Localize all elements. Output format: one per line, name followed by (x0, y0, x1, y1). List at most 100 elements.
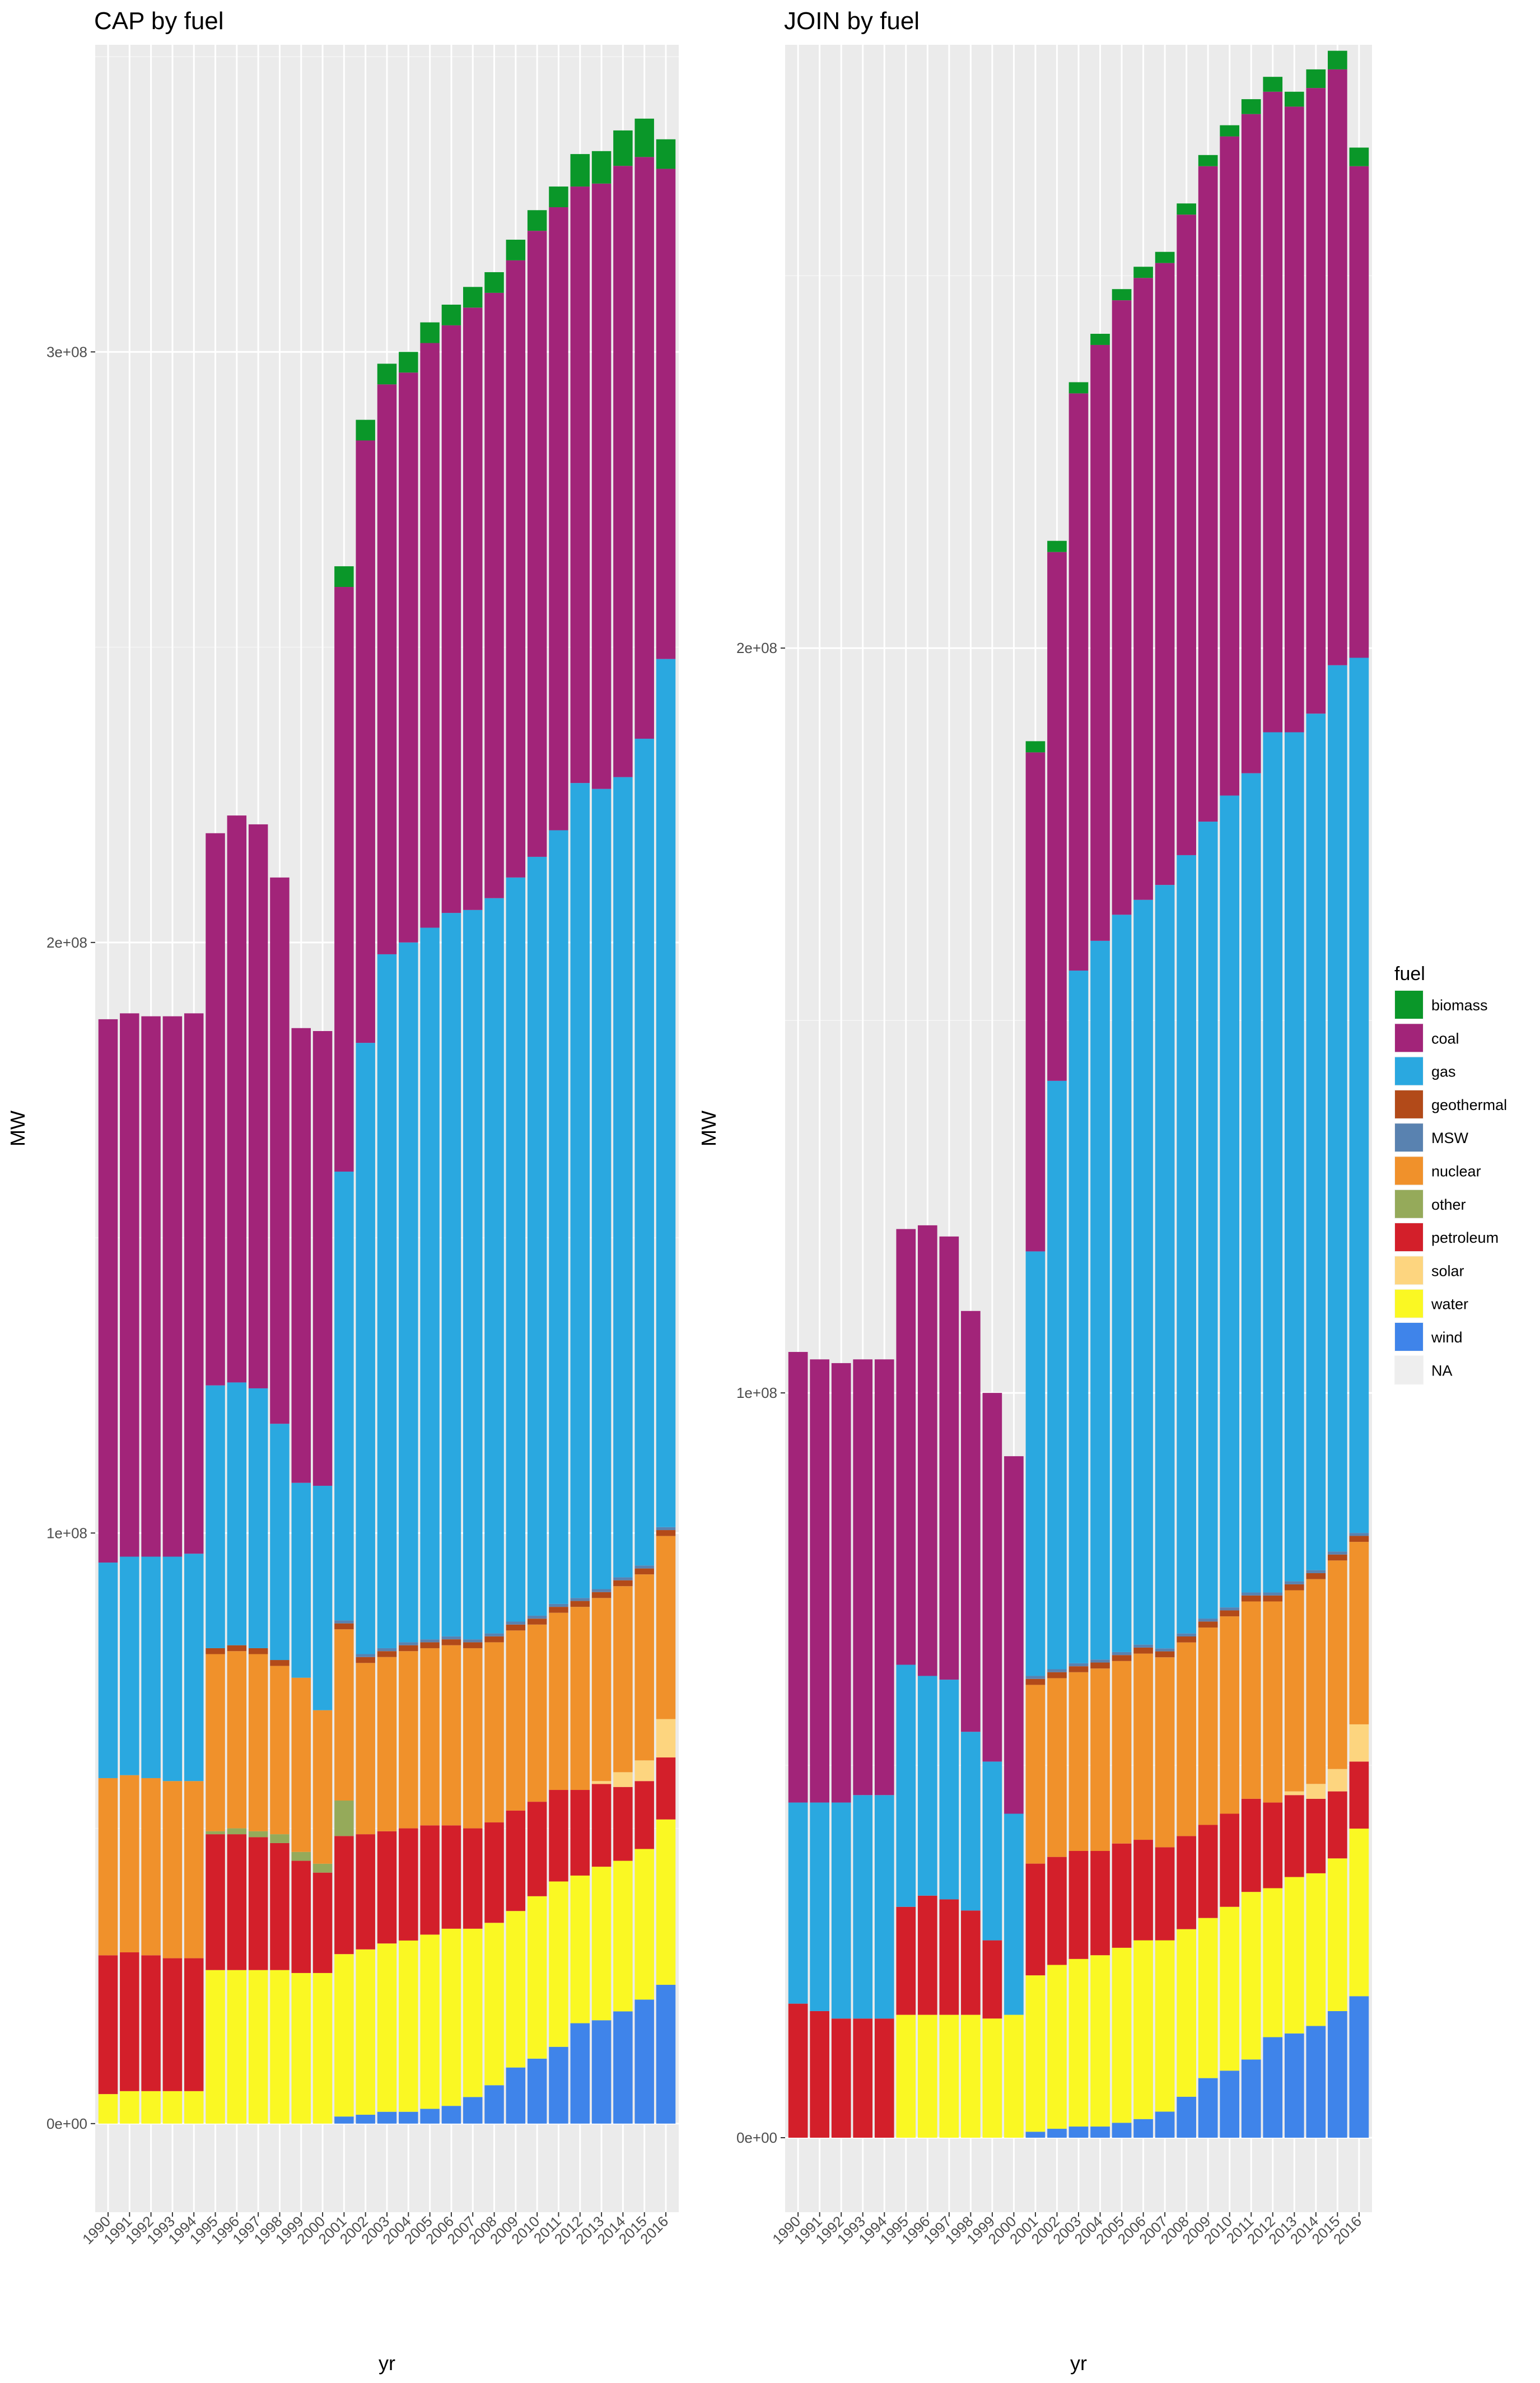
bar-gas-1997 (939, 1680, 959, 1900)
bar-nuclear-2016 (1349, 1542, 1369, 1724)
bar-nuclear-2000 (312, 1710, 333, 1864)
bar-coal-2002 (356, 440, 375, 1043)
bar-msw-2004 (1090, 1659, 1110, 1663)
bar-msw-2015 (1328, 1551, 1347, 1555)
bar-gas-2003 (377, 954, 397, 1648)
bar-petroleum-1999 (982, 1940, 1002, 2019)
bar-other-1995 (206, 1831, 225, 1835)
bar-petroleum-2005 (420, 1825, 440, 1935)
bar-biomass-2005 (420, 322, 440, 343)
bar-water-2013 (591, 1867, 612, 2021)
bar-wind-2016 (1349, 1996, 1369, 2138)
legend-swatch-other (1395, 1190, 1423, 1218)
bar-petroleum-2014 (613, 1787, 633, 1861)
bar-wind-2006 (1133, 2119, 1153, 2138)
bar-nuclear-2011 (1241, 1601, 1261, 1799)
bar-gas-2016 (1349, 657, 1369, 1533)
bar-biomass-2010 (527, 210, 547, 231)
bar-petroleum-2005 (1112, 1843, 1132, 1948)
bar-water-1996 (917, 2014, 937, 2138)
bar-coal-2001 (334, 587, 354, 1172)
y-axis-label: MW (6, 1111, 29, 1146)
bar-petroleum-2014 (1306, 1798, 1326, 1873)
bar-water-2009 (506, 1911, 526, 2068)
bar-gas-2002 (1047, 1080, 1067, 1670)
bar-petroleum-1990 (788, 2003, 808, 2138)
bar-coal-1998 (961, 1311, 981, 1732)
bar-geothermal-2009 (1198, 1621, 1218, 1628)
bar-geothermal-1996 (227, 1645, 247, 1652)
legend-swatch-water (1395, 1289, 1423, 1318)
bar-msw-2010 (527, 1615, 547, 1619)
bar-nuclear-2006 (441, 1645, 461, 1826)
bar-wind-2002 (1047, 2129, 1067, 2138)
bar-water-1992 (141, 2091, 161, 2124)
bar-wind-2012 (1263, 2037, 1283, 2138)
bar-petroleum-2003 (1068, 1851, 1089, 1959)
bar-petroleum-1992 (141, 1955, 161, 2091)
bar-msw-2007 (463, 1639, 483, 1643)
bar-coal-1999 (291, 1028, 311, 1483)
bar-petroleum-2008 (1177, 1836, 1196, 1929)
bar-wind-2002 (356, 2115, 375, 2124)
x-axis-label: yr (1070, 2352, 1087, 2375)
bar-coal-1990 (98, 1019, 118, 1563)
bar-coal-2011 (1241, 114, 1261, 773)
bar-other-2001 (334, 1801, 354, 1836)
bar-water-1993 (162, 2091, 183, 2124)
bar-geothermal-2003 (377, 1651, 397, 1657)
bar-coal-2012 (570, 186, 590, 784)
bar-nuclear-2009 (1198, 1627, 1218, 1825)
bar-petroleum-2000 (312, 1872, 333, 1973)
bar-nuclear-2008 (1177, 1642, 1196, 1836)
bar-coal-2001 (1025, 752, 1046, 1252)
panel-title: JOIN by fuel (784, 7, 920, 35)
bar-gas-1992 (831, 1802, 851, 2019)
bar-coal-1995 (896, 1229, 916, 1665)
bar-coal-2005 (1112, 300, 1132, 915)
bar-gas-2010 (1220, 795, 1240, 1608)
bar-msw-2003 (1068, 1663, 1089, 1667)
bar-gas-2007 (1155, 885, 1175, 1649)
bar-petroleum-1996 (917, 1895, 937, 2015)
legend-label-msw: MSW (1431, 1130, 1469, 1146)
bar-petroleum-2012 (1263, 1802, 1283, 1888)
bar-wind-2016 (656, 1985, 676, 2124)
bar-biomass-2006 (441, 304, 461, 325)
bar-nuclear-1991 (120, 1775, 139, 1953)
bar-coal-1993 (162, 1016, 183, 1557)
bar-petroleum-2004 (399, 1828, 418, 1941)
bar-water-1990 (98, 2094, 118, 2124)
bar-gas-1993 (853, 1795, 873, 2019)
bar-biomass-2012 (570, 154, 590, 187)
bar-nuclear-1996 (227, 1651, 247, 1829)
bar-geothermal-2004 (1090, 1662, 1110, 1669)
bar-coal-2004 (1090, 344, 1110, 941)
bar-nuclear-1993 (162, 1781, 183, 1958)
bar-gas-2015 (634, 739, 654, 1566)
bar-coal-2011 (549, 207, 568, 831)
legend-label-other: other (1431, 1196, 1466, 1213)
bar-petroleum-2006 (1133, 1840, 1153, 1941)
bar-wind-2003 (377, 2111, 397, 2124)
bar-nuclear-1992 (141, 1778, 161, 1956)
bar-gas-2007 (463, 910, 483, 1640)
bar-gas-2014 (1306, 713, 1326, 1570)
bar-geothermal-1997 (248, 1648, 268, 1654)
legend-swatch-nuclear (1395, 1156, 1423, 1185)
bar-biomass-2003 (377, 363, 397, 385)
bar-nuclear-2004 (399, 1651, 418, 1829)
bar-geothermal-1998 (270, 1660, 290, 1666)
bar-gas-1999 (982, 1761, 1002, 1941)
bar-nuclear-2014 (1306, 1579, 1326, 1784)
bar-geothermal-2006 (441, 1639, 461, 1645)
bar-coal-2000 (312, 1031, 333, 1486)
bar-water-2003 (1068, 1958, 1089, 2127)
bar-nuclear-2012 (1263, 1601, 1283, 1803)
bar-petroleum-2010 (1220, 1813, 1240, 1907)
bar-water-2001 (1025, 1975, 1046, 2132)
bar-nuclear-2003 (1068, 1672, 1089, 1851)
bar-water-1994 (184, 2091, 204, 2124)
bar-water-2001 (334, 1954, 354, 2117)
